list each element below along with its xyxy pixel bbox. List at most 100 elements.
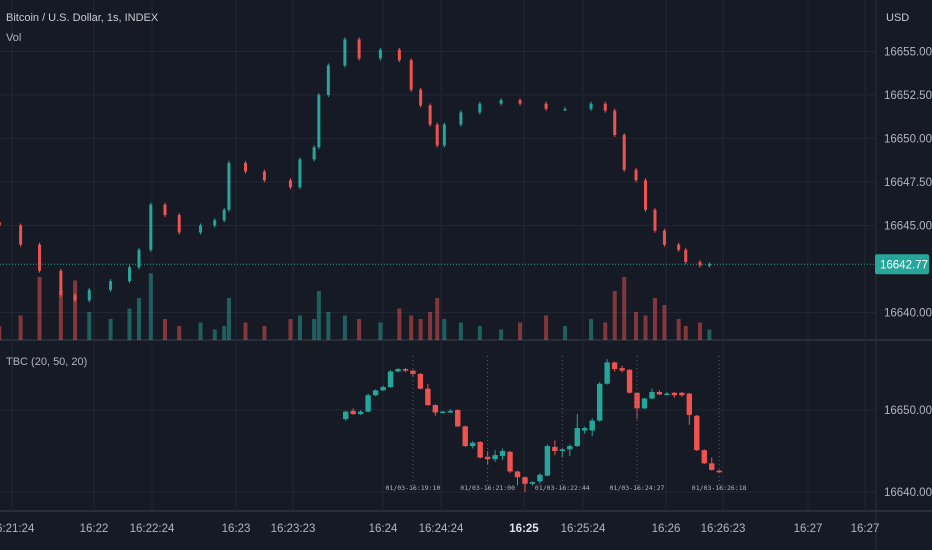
volume-bar bbox=[458, 322, 463, 340]
indicator-candle bbox=[611, 362, 618, 369]
volume-bar bbox=[212, 329, 217, 340]
time-axis-label: 16:25:24 bbox=[561, 523, 606, 535]
indicator-candle bbox=[499, 451, 506, 456]
indicator-candle bbox=[649, 391, 655, 399]
indicator-candle bbox=[559, 449, 566, 451]
volume-bar bbox=[544, 315, 549, 340]
main-candle bbox=[544, 103, 548, 109]
price-axis-label: 16645.00 bbox=[884, 221, 932, 233]
indicator-candle bbox=[440, 411, 446, 414]
price-axis-bg bbox=[876, 0, 932, 550]
time-axis-label: 16:25 bbox=[509, 523, 539, 535]
volume-bar bbox=[58, 291, 63, 340]
main-candle bbox=[428, 105, 432, 125]
main-candle bbox=[213, 220, 217, 226]
volume-legend[interactable]: Vol bbox=[6, 32, 22, 44]
indicator-candle bbox=[701, 450, 707, 464]
indicator-candle bbox=[402, 369, 409, 371]
main-candle bbox=[707, 264, 711, 266]
indicator-candle bbox=[514, 471, 521, 478]
indicator-candle bbox=[567, 446, 573, 450]
last-price-label: 16642.77 bbox=[880, 259, 928, 271]
annotation-label: 01/03-16:19:10 bbox=[386, 484, 441, 492]
indicator-candle bbox=[716, 470, 722, 473]
main-candle bbox=[622, 135, 626, 170]
main-candle bbox=[0, 222, 1, 226]
main-candle bbox=[662, 230, 666, 245]
indicator-candle bbox=[447, 410, 453, 413]
indicator-candle bbox=[709, 463, 715, 470]
indicator-candles bbox=[343, 359, 722, 492]
main-candle bbox=[227, 162, 231, 210]
volume-bar bbox=[226, 298, 231, 340]
price-axis-label: 16650.00 bbox=[884, 134, 932, 146]
main-candle bbox=[137, 249, 141, 268]
main-candle bbox=[419, 89, 423, 106]
time-axis-label: 16:26 bbox=[652, 523, 681, 535]
main-candle bbox=[397, 49, 401, 61]
volume-bar bbox=[312, 319, 317, 340]
volume-bar bbox=[37, 277, 42, 340]
volume-bar bbox=[163, 319, 168, 340]
volume-bar bbox=[378, 322, 383, 340]
price-axis-label: 16640.00 bbox=[884, 487, 932, 499]
main-candle bbox=[59, 270, 63, 296]
volume-bar bbox=[409, 315, 414, 340]
volume-bar bbox=[326, 312, 331, 340]
main-candles bbox=[0, 37, 711, 303]
indicator-candle bbox=[343, 411, 349, 420]
time-axis-label: 16:26:23 bbox=[701, 523, 746, 535]
volume-bar bbox=[87, 312, 92, 340]
volume-bar bbox=[435, 298, 440, 340]
indicator-legend[interactable]: TBC (20, 50, 20) bbox=[6, 356, 88, 368]
volume-bar bbox=[297, 315, 302, 340]
time-axis-label: 16:22:24 bbox=[130, 523, 175, 535]
time-axis-label: 16:21:24 bbox=[0, 523, 35, 535]
indicator-candle bbox=[679, 392, 685, 396]
main-candle bbox=[312, 147, 316, 160]
indicator-candle bbox=[664, 393, 670, 396]
indicator-candle bbox=[529, 482, 536, 484]
price-axis-label: 16640.00 bbox=[884, 308, 932, 320]
main-candle bbox=[288, 180, 292, 188]
annotation-label: 01/03-16:26:18 bbox=[692, 484, 747, 492]
axes[interactable]: 16642.77 16655.00 16652.50 16650.00 16647.50… bbox=[0, 47, 932, 536]
indicator-annotations: 01/03-16:19:10 01/03-16:21:00 01/03-16:22:… bbox=[386, 356, 747, 492]
currency-label: USD bbox=[886, 12, 910, 24]
indicator-candle bbox=[522, 477, 528, 484]
indicator-candle bbox=[462, 426, 468, 447]
main-candle bbox=[634, 169, 638, 181]
main-candle bbox=[698, 262, 702, 266]
price-axis-label: 16655.00 bbox=[884, 47, 932, 59]
main-candle bbox=[409, 60, 413, 90]
volume-bar bbox=[634, 312, 639, 340]
indicator-candle bbox=[694, 415, 700, 451]
indicator-candle bbox=[357, 411, 364, 415]
volume-bar bbox=[428, 312, 433, 340]
indicator-candle bbox=[537, 474, 543, 482]
main-candle bbox=[109, 281, 113, 290]
indicator-candle bbox=[589, 420, 595, 431]
time-axis-label: 16:24:24 bbox=[419, 523, 464, 535]
main-candle bbox=[73, 295, 77, 301]
indicator-candle bbox=[596, 383, 603, 421]
main-candle bbox=[243, 162, 247, 172]
indicator-candle bbox=[417, 373, 424, 389]
main-candle bbox=[177, 215, 181, 233]
volume-bar bbox=[127, 308, 132, 340]
volume-bar bbox=[316, 291, 321, 340]
last-price-label-bg bbox=[875, 254, 929, 275]
volume-bar bbox=[499, 329, 504, 340]
main-candle bbox=[128, 267, 132, 282]
volume-bar bbox=[652, 298, 657, 340]
indicator-candle bbox=[425, 388, 431, 406]
volume-bar bbox=[697, 322, 702, 340]
symbol-title[interactable]: Bitcoin / U.S. Dollar, 1s, INDEX bbox=[6, 12, 159, 24]
main-candle bbox=[563, 108, 567, 111]
volume-bar bbox=[622, 277, 627, 340]
indicator-candle bbox=[626, 369, 633, 393]
main-candle bbox=[262, 171, 266, 181]
main-candle bbox=[378, 49, 382, 59]
indicator-candle bbox=[372, 390, 379, 396]
